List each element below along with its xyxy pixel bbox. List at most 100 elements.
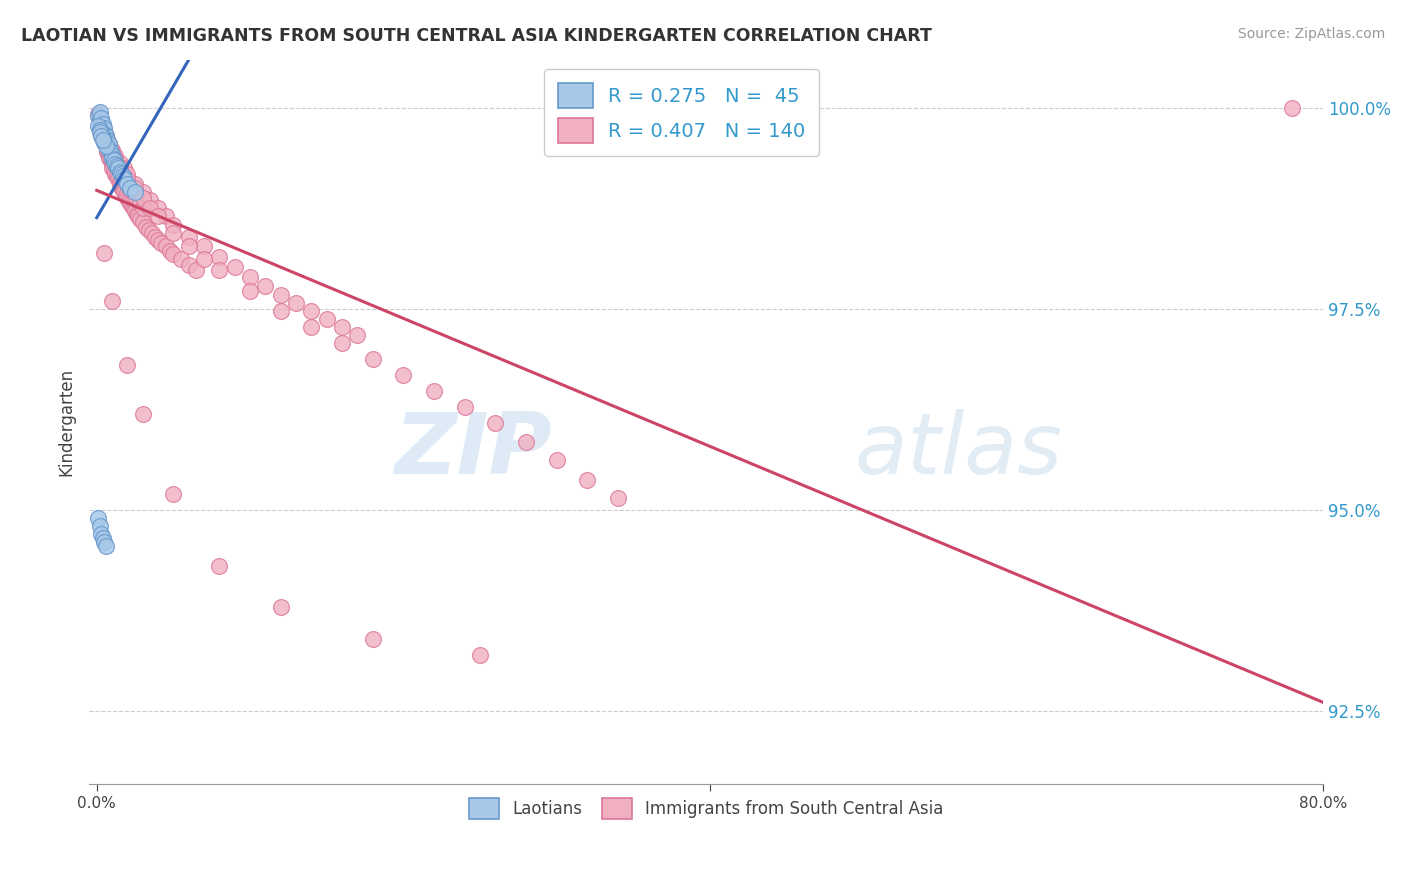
Point [96, 137, 118, 152]
Point [93, 245, 115, 260]
Point [346, 327, 368, 342]
Point [121, 199, 143, 213]
Point [90, 115, 112, 129]
Point [87, 119, 110, 133]
Point [108, 161, 131, 176]
Text: ZIP: ZIP [394, 409, 551, 492]
Point [89, 111, 111, 125]
Point [162, 487, 184, 501]
Point [124, 181, 146, 195]
Point [270, 303, 292, 318]
Point [117, 359, 139, 373]
Point [101, 157, 124, 171]
Point [120, 183, 142, 197]
Point [93, 129, 115, 144]
Point [141, 226, 163, 240]
Point [93, 120, 115, 135]
Point [90, 527, 112, 541]
Point [101, 161, 124, 176]
Point [576, 473, 599, 487]
Point [87, 107, 110, 121]
Point [110, 167, 132, 181]
Point [128, 211, 150, 226]
Point [239, 285, 262, 299]
Point [89, 519, 111, 533]
Point [392, 368, 415, 382]
Point [89, 123, 111, 137]
Text: LAOTIAN VS IMMIGRANTS FROM SOUTH CENTRAL ASIA KINDERGARTEN CORRELATION CHART: LAOTIAN VS IMMIGRANTS FROM SOUTH CENTRAL… [21, 27, 932, 45]
Point [104, 149, 127, 163]
Point [468, 648, 491, 662]
Point [159, 244, 181, 258]
Point [96, 139, 118, 153]
Point [104, 153, 127, 167]
Point [270, 287, 292, 301]
Point [186, 263, 208, 277]
Point [135, 219, 157, 234]
Point [91, 133, 114, 147]
Point [112, 161, 135, 176]
Point [122, 202, 145, 216]
Point [132, 191, 155, 205]
Point [117, 178, 139, 192]
Point [94, 135, 117, 149]
Point [115, 187, 138, 202]
Point [1281, 101, 1303, 115]
Point [91, 120, 114, 135]
Point [93, 135, 115, 149]
Point [118, 194, 141, 208]
Point [90, 120, 112, 135]
Point [89, 104, 111, 119]
Point [98, 137, 121, 152]
Point [89, 112, 111, 127]
Point [101, 149, 124, 163]
Point [239, 269, 262, 284]
Point [193, 252, 215, 267]
Point [208, 263, 231, 277]
Point [91, 532, 114, 546]
Point [98, 147, 121, 161]
Point [94, 540, 117, 554]
Point [93, 135, 115, 149]
Point [124, 189, 146, 203]
Point [299, 319, 322, 334]
Point [90, 115, 112, 129]
Point [98, 143, 121, 157]
Point [128, 195, 150, 210]
Point [93, 127, 115, 141]
Point [104, 157, 127, 171]
Point [423, 384, 446, 398]
Point [138, 223, 160, 237]
Point [101, 153, 124, 168]
Point [162, 247, 184, 261]
Point [91, 117, 114, 131]
Point [103, 153, 125, 168]
Point [100, 145, 122, 160]
Point [96, 145, 118, 160]
Point [108, 155, 131, 169]
Point [89, 112, 111, 127]
Point [285, 295, 308, 310]
Point [90, 127, 112, 141]
Point [98, 137, 121, 152]
Point [108, 178, 131, 192]
Point [361, 632, 384, 646]
Point [94, 129, 117, 144]
Point [330, 335, 353, 350]
Point [124, 178, 146, 192]
Legend: Laotians, Immigrants from South Central Asia: Laotians, Immigrants from South Central … [463, 791, 950, 826]
Point [110, 179, 132, 194]
Point [484, 417, 506, 431]
Point [361, 351, 384, 366]
Point [90, 127, 112, 141]
Point [155, 210, 177, 224]
Point [96, 133, 118, 147]
Point [177, 239, 200, 253]
Point [124, 186, 146, 200]
Point [117, 191, 139, 205]
Point [93, 535, 115, 549]
Point [117, 178, 139, 192]
Point [146, 233, 169, 247]
Point [124, 203, 146, 218]
Point [143, 229, 166, 244]
